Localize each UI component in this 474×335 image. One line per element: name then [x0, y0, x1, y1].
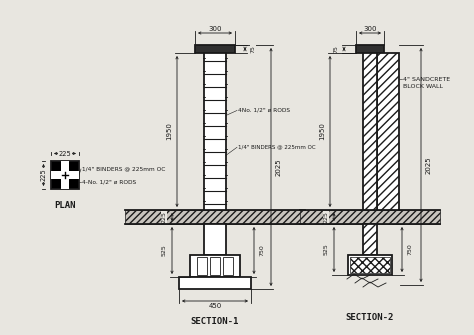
Bar	[350, 257, 390, 273]
Text: SECTION-1: SECTION-1	[191, 317, 239, 326]
Text: 2025: 2025	[426, 156, 432, 174]
Bar	[190, 255, 240, 277]
Bar	[179, 277, 251, 289]
Bar	[204, 224, 226, 255]
Bar	[377, 53, 399, 210]
Bar	[204, 53, 226, 210]
Text: SECTION-2: SECTION-2	[346, 313, 394, 322]
Text: 750: 750	[259, 245, 264, 256]
Text: 525: 525	[323, 244, 328, 255]
Bar	[356, 45, 384, 53]
Text: 750: 750	[408, 244, 412, 255]
Text: 525: 525	[162, 245, 166, 256]
Bar	[61, 161, 69, 189]
Text: 4" SANDCRETE
BLOCK WALL: 4" SANDCRETE BLOCK WALL	[403, 77, 450, 89]
Text: 75: 75	[250, 45, 255, 53]
Text: 4-No. 1/2" ø RODS: 4-No. 1/2" ø RODS	[82, 180, 136, 185]
Text: 4No. 1/2" ø RODS: 4No. 1/2" ø RODS	[238, 108, 290, 113]
Text: 450: 450	[209, 303, 222, 309]
Bar	[223, 257, 233, 275]
Text: 1950: 1950	[166, 123, 172, 140]
Bar	[197, 257, 207, 275]
Bar	[125, 210, 305, 224]
Text: 1/4" BINDERS @ 225mm OC: 1/4" BINDERS @ 225mm OC	[82, 166, 165, 172]
Text: 1950: 1950	[319, 123, 325, 140]
Bar	[300, 210, 440, 224]
Bar	[210, 257, 220, 275]
Text: 225: 225	[162, 211, 166, 223]
Text: 2025: 2025	[276, 158, 282, 176]
Text: 1/4" BINDERS @ 225mm OC: 1/4" BINDERS @ 225mm OC	[238, 145, 316, 150]
Bar	[363, 224, 377, 255]
Bar	[195, 45, 235, 53]
Bar	[51, 161, 79, 189]
Text: 300: 300	[363, 26, 377, 32]
Text: 225: 225	[323, 211, 328, 223]
Bar	[51, 171, 79, 179]
Text: 300: 300	[208, 26, 222, 32]
Bar	[348, 255, 392, 275]
Bar	[363, 53, 377, 210]
Text: 225: 225	[59, 150, 72, 156]
Text: 225: 225	[40, 169, 46, 181]
Text: 75: 75	[334, 45, 338, 53]
Text: PLAN: PLAN	[54, 201, 76, 210]
